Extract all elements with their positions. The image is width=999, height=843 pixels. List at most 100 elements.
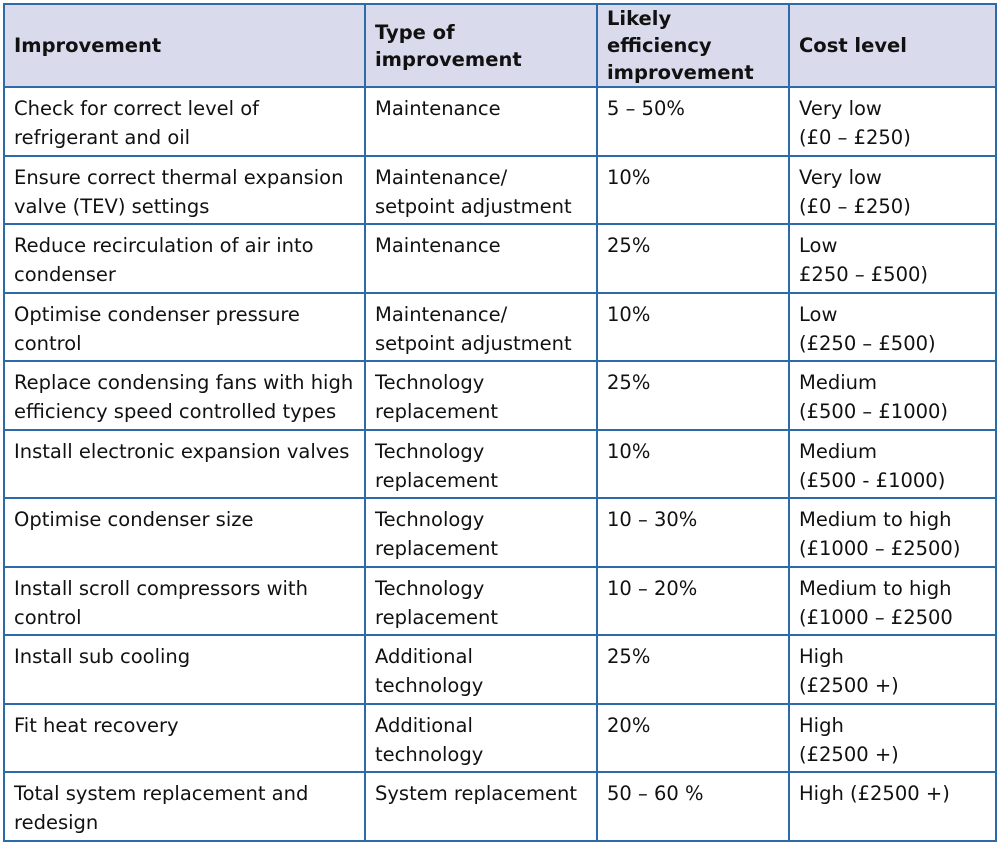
cell-text-line: 20% — [607, 713, 651, 737]
cell-improvement: Reduce recirculation of air into condense… — [3, 223, 366, 294]
cell-text-line: (£250 – £500) — [799, 331, 936, 355]
cell-likely-efficiency: 10 – 20% — [596, 565, 790, 636]
header-text: improvement — [607, 61, 754, 84]
cell-text-line: High (£2500 +) — [799, 782, 950, 805]
cell-text-line: Maintenance — [375, 97, 501, 120]
table-row: Install electronic expansion valves Techn… — [3, 428, 997, 499]
cell-text-line: (£1000 – £2500) — [799, 537, 961, 560]
cell-likely-efficiency: 10% — [596, 428, 790, 499]
cell-text-line: Technology — [375, 508, 485, 531]
document-sheet: Improvement Type of improvement Likely e… — [3, 3, 997, 842]
cell-text-line: Medium — [799, 439, 877, 463]
cell-cost-level: Very low (£0 – £250) — [788, 154, 997, 225]
cell-cost-level: Low £250 – £500) — [788, 223, 997, 294]
header-text: improvement — [375, 47, 522, 71]
header-text: Improvement — [14, 34, 162, 57]
header-type-of-improvement: Type of improvement — [364, 3, 598, 88]
cell-improvement: Check for correct level of refrigerant an… — [3, 86, 366, 157]
improvements-table: Improvement Type of improvement Likely e… — [3, 3, 997, 842]
cell-type-of-improvement: Additional technology — [364, 634, 598, 705]
table-row: Install scroll compressors with control Te… — [3, 565, 997, 636]
cell-text-line: £250 – £500) — [799, 263, 929, 286]
cell-text-line: High — [799, 645, 844, 668]
cell-text-line: efficiency speed controlled types — [14, 400, 337, 423]
cell-cost-level: High (£2500 +) — [788, 771, 997, 842]
cell-text-line: Install scroll compressors with — [14, 576, 308, 600]
header-text: Type of — [375, 20, 455, 44]
cell-type-of-improvement: System replacement — [364, 771, 598, 842]
cell-improvement: Optimise condenser pressure control — [3, 291, 366, 362]
header-text: Likely efficiency — [607, 7, 712, 57]
cell-text-line: Ensure correct thermal expansion — [14, 165, 344, 189]
cell-text-line: 25% — [607, 371, 651, 394]
header-cost-level: Cost level — [788, 3, 997, 88]
cell-cost-level: Low (£250 – £500) — [788, 291, 997, 362]
table-row: Reduce recirculation of air into condense… — [3, 223, 997, 294]
cell-text-line: 5 – 50% — [607, 97, 685, 120]
cell-text-line: replacement — [375, 468, 499, 492]
cell-text-line: valve (TEV) settings — [14, 194, 210, 218]
cell-text-line: Optimise condenser pressure — [14, 302, 300, 326]
cell-text-line: (£0 – £250) — [799, 194, 911, 218]
cell-cost-level: Medium (£500 – £1000) — [788, 360, 997, 431]
cell-text-line: control — [14, 605, 82, 629]
cell-text-line: 10% — [607, 439, 651, 463]
cell-text-line: Technology — [375, 439, 485, 463]
cell-cost-level: High (£2500 +) — [788, 702, 997, 773]
cell-text-line: (£0 – £250) — [799, 126, 911, 149]
cell-type-of-improvement: Additional technology — [364, 702, 598, 773]
header-text: Cost level — [799, 34, 907, 57]
cell-text-line: Total system replacement and — [14, 782, 309, 805]
cell-text-line: Additional — [375, 645, 473, 668]
cell-text-line: Technology — [375, 371, 485, 394]
cell-text-line: replacement — [375, 537, 499, 560]
cell-text-line: Maintenance/ — [375, 302, 508, 326]
table-row: Check for correct level of refrigerant an… — [3, 86, 997, 157]
cell-type-of-improvement: Technology replacement — [364, 428, 598, 499]
cell-type-of-improvement: Maintenance — [364, 223, 598, 294]
header-row: Improvement Type of improvement Likely e… — [3, 3, 997, 88]
cell-text-line: Fit heat recovery — [14, 713, 179, 737]
cell-text-line: System replacement — [375, 782, 577, 805]
cell-type-of-improvement: Technology replacement — [364, 497, 598, 568]
cell-type-of-improvement: Maintenance/setpoint adjustment — [364, 291, 598, 362]
cell-improvement: Install electronic expansion valves — [3, 428, 366, 499]
cell-text-line: (£500 - £1000) — [799, 468, 946, 492]
cell-type-of-improvement: Technology replacement — [364, 565, 598, 636]
cell-likely-efficiency: 25% — [596, 223, 790, 294]
cell-cost-level: Very low (£0 – £250) — [788, 86, 997, 157]
cell-text-line: (£2500 +) — [799, 674, 899, 697]
cell-type-of-improvement: Maintenance/setpoint adjustment — [364, 154, 598, 225]
cell-text-line: (£1000 – £2500 — [799, 605, 953, 629]
cell-text-line: 10 – 20% — [607, 576, 698, 600]
cell-text-line: Medium — [799, 371, 877, 394]
cell-improvement: Fit heat recovery — [3, 702, 366, 773]
cell-improvement: Install sub cooling — [3, 634, 366, 705]
cell-likely-efficiency: 10% — [596, 154, 790, 225]
cell-text-line: redesign — [14, 811, 99, 834]
table-row: Optimise condenser pressure control Mainte… — [3, 291, 997, 362]
cell-text-line: control — [14, 331, 82, 355]
cell-cost-level: High (£2500 +) — [788, 634, 997, 705]
cell-text-line: Replace condensing fans with high — [14, 371, 354, 394]
cell-cost-level: Medium to high (£1000 – £2500) — [788, 497, 997, 568]
cell-text-line: Optimise condenser size — [14, 508, 254, 531]
table-row: Install sub cooling Additional technology 2… — [3, 634, 997, 705]
cell-cost-level: Medium to high (£1000 – £2500 — [788, 565, 997, 636]
cell-text-line: Install sub cooling — [14, 645, 191, 668]
cell-likely-efficiency: 10% — [596, 291, 790, 362]
cell-likely-efficiency: 25% — [596, 634, 790, 705]
table-row: Total system replacement and redesign Syst… — [3, 771, 997, 842]
cell-text-line: Additional — [375, 713, 473, 737]
cell-text-line: Low — [799, 234, 838, 257]
cell-text-line: technology — [375, 742, 484, 766]
cell-type-of-improvement: Technology replacement — [364, 360, 598, 431]
cell-improvement: Replace condensing fans with high efficie… — [3, 360, 366, 431]
cell-text-line: Maintenance — [375, 234, 501, 257]
cell-text-line: 25% — [607, 234, 651, 257]
cell-type-of-improvement: Maintenance — [364, 86, 598, 157]
cell-text-line: Maintenance/ — [375, 165, 508, 189]
cell-text-line: 25% — [607, 645, 651, 668]
cell-text-line: Medium to high — [799, 576, 952, 600]
cell-improvement: Install scroll compressors with control — [3, 565, 366, 636]
